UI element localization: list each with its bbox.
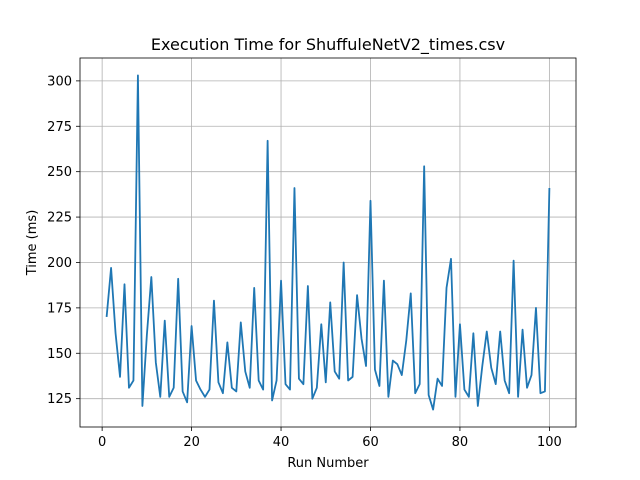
- x-tick-label: 20: [183, 435, 200, 450]
- y-tick-label: 125: [47, 392, 72, 407]
- y-tick-label: 200: [47, 256, 72, 271]
- y-tick-label: 175: [47, 301, 72, 316]
- x-axis-label: Run Number: [287, 456, 369, 471]
- x-tick-label: 80: [452, 435, 469, 450]
- y-tick-label: 225: [47, 211, 72, 226]
- x-tick-label: 40: [273, 435, 290, 450]
- series-line: [105, 74, 551, 411]
- y-tick-label: 275: [47, 120, 72, 135]
- y-tick-label: 150: [47, 347, 72, 362]
- y-tick-label: 250: [47, 165, 72, 180]
- x-tick-label: 60: [362, 435, 379, 450]
- ticks: 0 20 40 60 80 100 125 150 175 200 225 250 275 300: [47, 74, 562, 450]
- y-axis-label: Time (ms): [25, 210, 40, 277]
- plot-frame: [79, 57, 577, 428]
- x-tick-label: 100: [537, 435, 562, 450]
- grid: [80, 58, 576, 427]
- y-tick-label: 300: [47, 74, 72, 89]
- series-layer: [105, 74, 551, 411]
- x-tick-label: 0: [98, 435, 106, 450]
- chart-title: Execution Time for ShuffuleNetV2_times.c…: [151, 35, 505, 55]
